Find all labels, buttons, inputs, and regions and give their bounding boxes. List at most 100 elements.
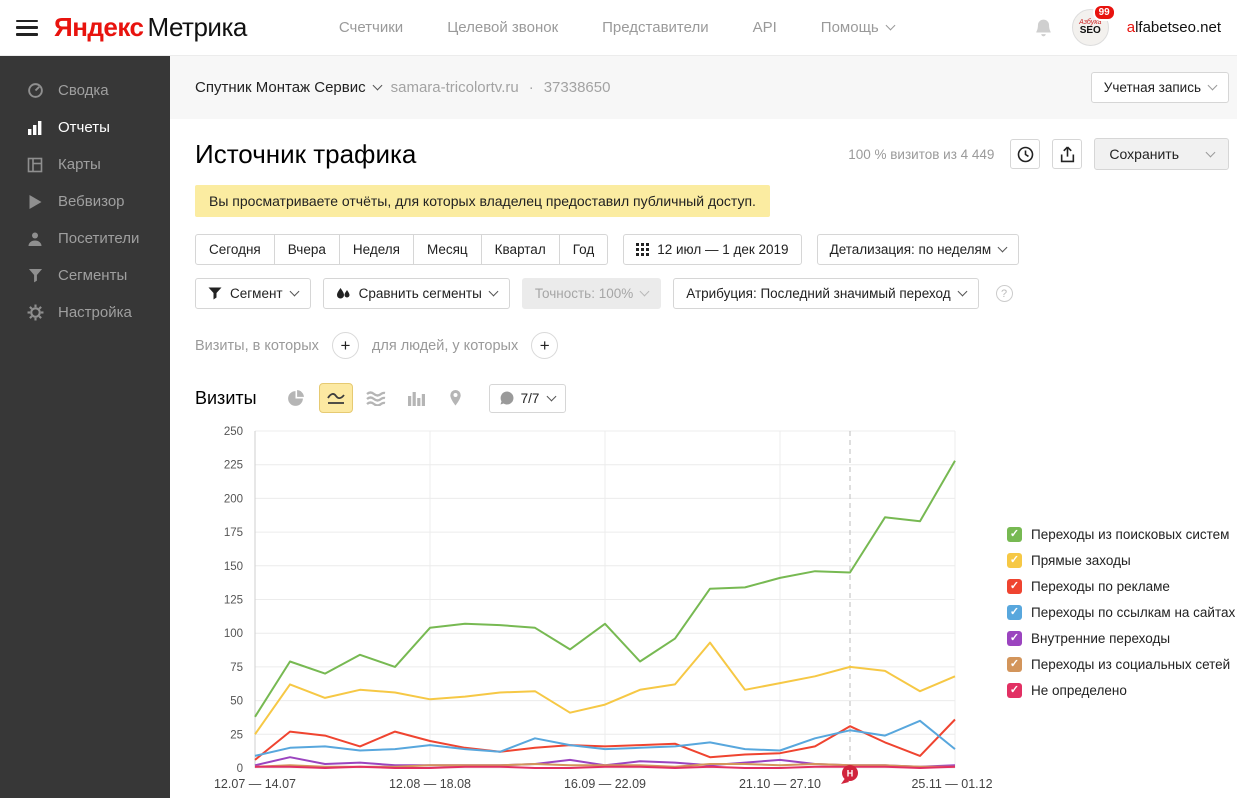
series-line-0[interactable] (254, 460, 956, 718)
date-preset-week[interactable]: Неделя (338, 234, 414, 265)
account-menu-button[interactable]: Учетная запись (1090, 72, 1229, 103)
sidebar-item-label: Отчеты (58, 119, 110, 136)
date-range-button[interactable]: 12 июл — 1 дек 2019 (623, 234, 802, 265)
chart-type-map-icon[interactable] (439, 383, 473, 413)
chevron-down-icon (885, 20, 896, 31)
add-people-condition-button[interactable]: + (531, 332, 559, 359)
annotation-marker[interactable] (842, 765, 858, 781)
legend-item-5[interactable]: ✓ Переходы из социальных сетей (1007, 657, 1235, 672)
account-login-link[interactable]: alfabetseo.net (1126, 19, 1221, 36)
sidebar-item-webvisor[interactable]: Вебвизор (0, 183, 170, 220)
annotations-dropdown[interactable]: 7/7 (488, 383, 567, 413)
x-tick-label: 12.08 — 18.08 (389, 777, 471, 791)
x-tick-label: 12.07 — 14.07 (214, 777, 296, 791)
legend-item-6[interactable]: ✓ Не определено (1007, 683, 1235, 698)
sidebar-item-reports[interactable]: Отчеты (0, 109, 170, 146)
y-tick-label: 225 (224, 460, 243, 472)
chart-type-pie-icon[interactable] (279, 383, 313, 413)
sidebar-item-summary[interactable]: Сводка (0, 72, 170, 109)
sidebar-item-visitors[interactable]: Посетители (0, 220, 170, 257)
date-preset-today[interactable]: Сегодня (195, 234, 275, 265)
page-title: Источник трафика (195, 138, 417, 169)
sidebar-item-maps[interactable]: Карты (0, 146, 170, 183)
x-tick-label: 16.09 — 22.09 (564, 777, 646, 791)
nav-item-help[interactable]: Помощь (821, 19, 896, 36)
main-nav: Счетчики Целевой звонок Представители API По… (338, 19, 896, 36)
drops-icon (336, 287, 351, 300)
legend-item-0[interactable]: ✓ Переходы из поисковых систем (1007, 527, 1235, 542)
clock-icon (1017, 146, 1034, 162)
sidebar-item-segments[interactable]: Сегменты (0, 257, 170, 294)
sidebar-item-label: Сегменты (58, 267, 128, 284)
legend-item-4[interactable]: ✓ Внутренние переходы (1007, 631, 1235, 646)
legend-label: Переходы из поисковых систем (1031, 527, 1230, 542)
nav-item-target-call[interactable]: Целевой звонок (447, 19, 559, 36)
metric-label: Визиты (195, 387, 257, 408)
save-button[interactable]: Сохранить (1094, 138, 1229, 170)
header-right: Азбука SEO 99 alfabetseo.net (1034, 4, 1221, 46)
legend-checkbox-icon[interactable]: ✓ (1007, 579, 1022, 594)
legend-item-2[interactable]: ✓ Переходы по рекламе (1007, 579, 1235, 594)
chart-type-bars-icon[interactable] (399, 383, 433, 413)
person-icon (26, 231, 44, 247)
counter-selector[interactable]: Спутник Монтаж Сервис (195, 79, 383, 96)
y-tick-label: 50 (230, 696, 243, 708)
notifications-bell-icon[interactable] (1034, 18, 1054, 38)
legend-checkbox-icon[interactable]: ✓ (1007, 553, 1022, 568)
sidebar: Сводка Отчеты Карты Вебвизор Посетители Сегме… (0, 56, 170, 798)
legend-checkbox-icon[interactable]: ✓ (1007, 605, 1022, 620)
sidebar-item-settings[interactable]: Настройка (0, 294, 170, 331)
date-preset-year[interactable]: Год (558, 234, 609, 265)
legend-label: Не определено (1031, 683, 1127, 698)
chart-type-stacked-icon[interactable] (359, 383, 393, 413)
segment-button[interactable]: Сегмент (195, 278, 311, 309)
hamburger-menu-icon[interactable] (16, 19, 38, 36)
nav-item-counters[interactable]: Счетчики (338, 19, 404, 36)
accuracy-dropdown[interactable]: Точность: 100% (521, 278, 662, 309)
traffic-line-chart[interactable]: 0 25 50 75 100 125 150 175 200 225 250 12.07 — 14.0… (195, 423, 1005, 798)
visits-condition-label: Визиты, в которых (195, 337, 319, 354)
series-line-1[interactable] (254, 641, 956, 735)
date-preset-month[interactable]: Месяц (412, 234, 482, 265)
user-avatar[interactable]: Азбука SEO 99 (1071, 4, 1116, 46)
legend-item-3[interactable]: ✓ Переходы по ссылкам на сайтах (1007, 605, 1235, 620)
legend-checkbox-icon[interactable]: ✓ (1007, 657, 1022, 672)
counter-info: Спутник Монтаж Сервис samara-tricolortv.… (195, 79, 610, 96)
series-line-3[interactable] (254, 719, 956, 757)
separator-dot: · (528, 79, 534, 96)
main-area: Спутник Монтаж Сервис samara-tricolortv.… (170, 56, 1237, 798)
speedometer-icon (26, 82, 44, 99)
legend-label: Внутренние переходы (1031, 631, 1171, 646)
date-preset-quarter[interactable]: Квартал (480, 234, 560, 265)
counter-id: 37338650 (543, 79, 611, 96)
chevron-down-icon (1205, 147, 1216, 157)
compare-segments-button[interactable]: Сравнить сегменты (322, 278, 510, 309)
legend-label: Переходы из социальных сетей (1031, 657, 1231, 672)
avatar-text-top: Азбука (1079, 19, 1102, 26)
nav-item-representatives[interactable]: Представители (602, 19, 709, 36)
date-preset-group: Сегодня Вчера Неделя Месяц Квартал Год (195, 234, 609, 265)
chevron-down-icon (997, 242, 1008, 253)
chevron-down-icon (957, 286, 968, 297)
detalization-dropdown[interactable]: Детализация: по неделям (816, 234, 1020, 265)
y-tick-label: 175 (224, 527, 243, 539)
attribution-dropdown[interactable]: Атрибуция: Последний значимый переход (673, 278, 979, 309)
legend-label: Переходы по рекламе (1031, 579, 1170, 594)
legend-checkbox-icon[interactable]: ✓ (1007, 631, 1022, 646)
history-clock-button[interactable] (1010, 139, 1041, 169)
nav-item-api[interactable]: API (752, 19, 777, 36)
series-line-6[interactable] (255, 765, 956, 769)
legend-checkbox-icon[interactable]: ✓ (1007, 683, 1022, 698)
yandex-metrica-logo[interactable]: Яндекс Метрика (54, 12, 247, 43)
chart-type-line-icon[interactable] (318, 383, 353, 413)
export-icon (1060, 145, 1075, 162)
logo-brand: Яндекс (54, 12, 144, 42)
play-icon (26, 194, 44, 210)
help-icon[interactable]: ? (995, 285, 1013, 302)
legend-checkbox-icon[interactable]: ✓ (1007, 527, 1022, 542)
date-preset-yesterday[interactable]: Вчера (273, 234, 340, 265)
calendar-grid-icon (636, 243, 650, 256)
export-button[interactable] (1052, 139, 1083, 169)
legend-item-1[interactable]: ✓ Прямые заходы (1007, 553, 1235, 568)
add-visit-condition-button[interactable]: + (331, 332, 359, 359)
